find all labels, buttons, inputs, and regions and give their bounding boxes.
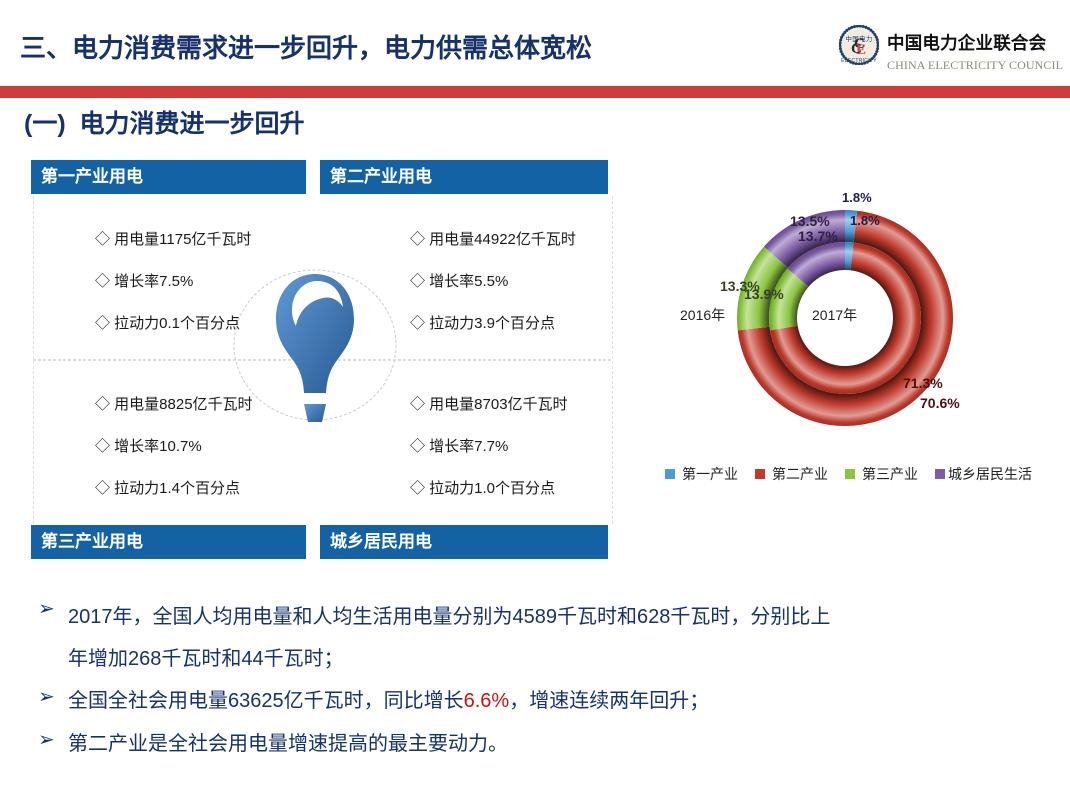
svg-text:C: C (851, 41, 862, 57)
svg-text:ELECTRICITY: ELECTRICITY (841, 58, 877, 64)
